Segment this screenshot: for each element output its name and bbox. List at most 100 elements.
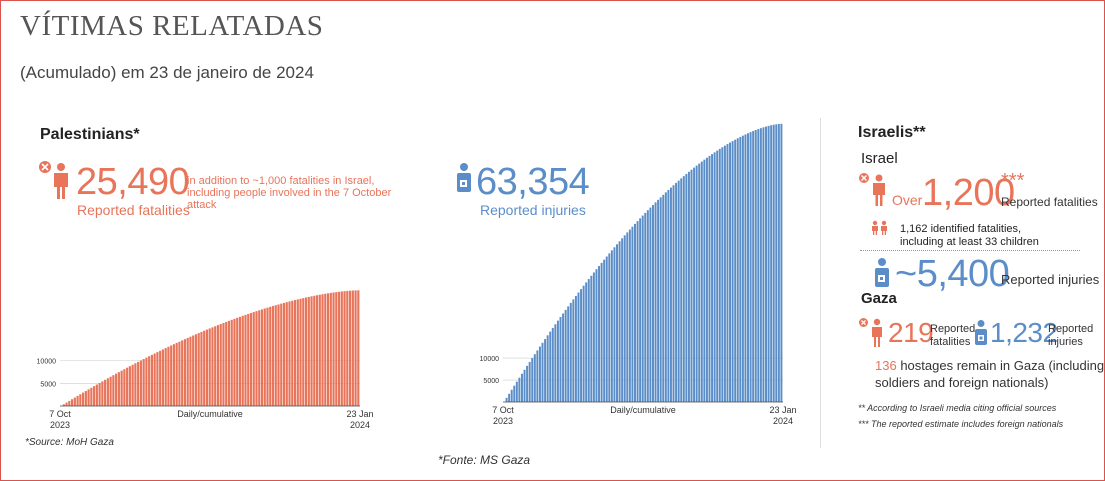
chart-bar xyxy=(556,320,559,402)
chart-bar xyxy=(241,315,244,406)
chart-bar xyxy=(293,300,297,406)
chart-bar xyxy=(244,314,247,406)
chart-bar xyxy=(621,238,624,402)
chart-bar xyxy=(538,346,541,402)
chart-bar xyxy=(582,285,585,402)
chart-bar xyxy=(150,354,153,406)
gaza-hostage-fatalities-value: 219 xyxy=(888,317,934,348)
chart-bar xyxy=(126,367,129,406)
chart-bar xyxy=(236,317,239,406)
x-start-label-line2: 2023 xyxy=(493,416,513,426)
injured-person-icon xyxy=(875,258,889,287)
injured-person-icon xyxy=(975,320,987,345)
chart-bar xyxy=(258,310,261,406)
chart-bar xyxy=(574,295,577,402)
y-tick-label: 10000 xyxy=(37,359,57,366)
chart-bar xyxy=(616,244,618,402)
israelis-heading: Israelis** xyxy=(858,124,926,141)
chart-bar xyxy=(587,279,590,402)
chart-bar xyxy=(741,135,744,402)
chart-bar xyxy=(346,290,349,406)
chart-bar xyxy=(230,319,233,406)
chart-bar xyxy=(274,305,277,406)
x-start-label-line2: 2023 xyxy=(50,420,70,430)
israel-injuries-label: Reported injuries xyxy=(1001,272,1100,287)
chart-bar xyxy=(123,369,126,406)
chart-bar xyxy=(531,358,534,402)
chart-bar xyxy=(307,296,310,406)
chart-bar xyxy=(343,291,346,406)
chart-bar xyxy=(767,125,770,402)
chart-bar xyxy=(680,178,683,402)
chart-bar xyxy=(318,294,321,406)
chart-bar xyxy=(646,210,649,402)
chart-bar xyxy=(101,381,104,406)
chart-bar xyxy=(260,309,264,406)
chart-bar xyxy=(90,387,93,406)
chart-bar xyxy=(703,159,706,402)
chart-bar xyxy=(95,384,98,406)
chart-bar xyxy=(708,155,711,402)
chart-bar xyxy=(178,341,181,406)
chart-bar xyxy=(139,360,142,406)
chart-bar xyxy=(698,163,701,402)
chart-bar xyxy=(76,395,79,406)
chart-bar xyxy=(82,392,85,406)
chart-bar xyxy=(675,182,678,402)
chart-bar xyxy=(216,325,220,406)
chart-bar xyxy=(291,300,294,406)
hostages-number: 136 xyxy=(875,358,897,373)
chart-bar xyxy=(142,359,145,406)
chart-bar xyxy=(153,353,156,406)
chart-bar xyxy=(562,313,565,402)
chart-bar xyxy=(610,250,613,402)
gaza-fatalities-label2: fatalities xyxy=(930,336,971,348)
chart-bar xyxy=(280,303,283,406)
chart-bar xyxy=(131,364,134,406)
chart-bar xyxy=(695,165,698,402)
chart-bar xyxy=(255,311,258,406)
chart-bar xyxy=(711,154,714,402)
fatality-person-icon xyxy=(39,161,68,199)
source-note: *Source: MoH Gaza xyxy=(25,437,114,448)
chart-bar xyxy=(669,187,672,402)
chart-bar xyxy=(192,335,195,406)
chart-bar xyxy=(569,302,572,402)
palestinian-fatalities-label: Reported fatalities xyxy=(77,202,190,218)
chart-bar xyxy=(87,389,90,406)
chart-bar xyxy=(726,144,729,402)
chart-bar xyxy=(605,256,608,402)
chart-bar xyxy=(705,157,708,402)
x-end-label-line2: 2024 xyxy=(350,420,370,430)
chart-bar xyxy=(687,171,690,402)
chart-bar xyxy=(651,204,654,402)
chart-bar xyxy=(731,141,734,403)
palestinian-injuries-value: 63,354 xyxy=(476,161,590,203)
chart-bar xyxy=(112,375,115,406)
chart-bar xyxy=(677,180,680,402)
chart-bar xyxy=(585,282,588,402)
chart-bar xyxy=(106,378,109,406)
israel-injuries-value: ~5,400 xyxy=(895,253,1010,295)
chart-bar xyxy=(734,139,737,402)
chart-bar xyxy=(348,290,352,406)
chart-bar xyxy=(659,197,662,402)
chart-bar xyxy=(713,152,716,402)
chart-bar xyxy=(634,223,636,402)
chart-bar xyxy=(544,339,547,402)
chart-bar xyxy=(219,324,222,406)
israel-fatalities-value: 1,200 xyxy=(922,172,1015,214)
chart-bar xyxy=(700,161,703,402)
chart-bar xyxy=(326,293,330,406)
chart-bar xyxy=(277,304,280,406)
chart-bar xyxy=(693,167,696,402)
chart-bar xyxy=(175,342,178,406)
chart-bar xyxy=(657,199,660,402)
chart-bar xyxy=(315,295,319,406)
chart-bar xyxy=(608,253,611,402)
chart-bar xyxy=(285,302,288,406)
chart-bar xyxy=(775,124,778,402)
chart-bar xyxy=(777,123,780,402)
